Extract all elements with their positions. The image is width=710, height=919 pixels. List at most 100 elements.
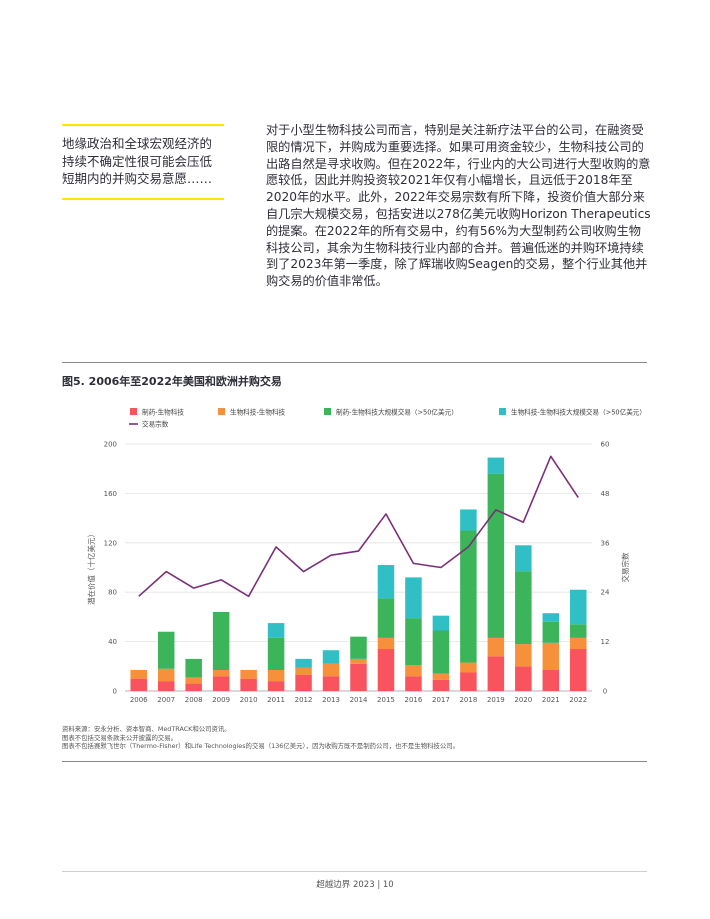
bar-2015-series-4 (377, 565, 395, 599)
y2-tick-label: 48 (601, 490, 610, 498)
bar-2021-series-3 (542, 621, 560, 643)
legend-swatch-1 (130, 408, 137, 415)
y2-tick-label: 12 (601, 638, 610, 646)
bar-2015-series-1 (377, 649, 395, 691)
legend-swatch-2 (218, 408, 225, 415)
sidebar-quote: 地缘政治和全球宏观经济的持续不确定性很可能会压低短期内的并购交易意愿…… (62, 136, 213, 186)
note-exclusion: 图表不包括赛默飞世尔（Thermo-Fisher）和Life Technolog… (62, 742, 460, 751)
bar-2021-series-2 (542, 642, 560, 671)
x-tick-label: 2019 (487, 696, 505, 704)
bar-2013-series-4 (322, 650, 340, 664)
bar-2018-series-3 (460, 530, 477, 663)
y2-axis-title: 交易宗数 (620, 552, 630, 582)
y2-tick-label: 60 (601, 441, 610, 449)
x-tick-label: 2022 (569, 696, 587, 704)
bar-2012-series-2 (295, 667, 312, 675)
figure-title: 图5. 2006年至2022年美国和欧洲并购交易 (62, 375, 282, 388)
bar-2007-series-2 (157, 668, 175, 682)
bar-2016-series-2 (405, 665, 422, 677)
bar-2008-series-3 (185, 658, 202, 678)
y-axis-title: 潜在价值（十亿美元） (86, 530, 96, 605)
figure-top-rule (62, 362, 647, 363)
y2-tick-label: 24 (601, 589, 610, 597)
bar-2010-series-2 (240, 670, 257, 679)
bar-2014-series-2 (350, 658, 367, 664)
bar-2015-series-2 (377, 637, 395, 650)
deal-count-line (138, 455, 579, 598)
bar-2018-series-1 (460, 672, 477, 691)
bar-2017-series-3 (432, 630, 450, 674)
legend-label-line: 交易宗数 (142, 420, 169, 429)
x-tick-label: 2006 (130, 696, 148, 704)
x-tick-label: 2013 (322, 696, 340, 704)
bar-2009-series-3 (212, 611, 230, 671)
x-tick-label: 2015 (377, 696, 395, 704)
legend-swatch-4 (499, 408, 506, 415)
bar-2017-series-2 (432, 673, 450, 680)
bar-2016-series-4 (405, 577, 422, 619)
bar-2016-series-3 (405, 618, 422, 666)
bar-2008-series-2 (185, 677, 202, 684)
note-undisclosed: 图表不包括交易条款未公开披露的交易。 (62, 733, 178, 742)
bar-2022-series-1 (570, 649, 587, 691)
bar-2022-series-4 (570, 589, 587, 625)
bar-2012-series-4 (295, 658, 312, 668)
figure-bottom-rule (62, 761, 647, 762)
x-tick-label: 2010 (240, 696, 258, 704)
bar-2020-series-2 (515, 644, 532, 667)
bar-2015-series-3 (377, 598, 395, 638)
sidebar-quote-box: 地缘政治和全球宏观经济的持续不确定性很可能会压低短期内的并购交易意愿…… (62, 124, 224, 200)
footer-rule (62, 871, 647, 872)
bar-2007-series-1 (157, 681, 175, 691)
y-tick-label: 80 (108, 589, 117, 597)
bar-2021-series-4 (542, 613, 560, 622)
bar-2020-series-3 (515, 571, 532, 645)
bar-2014-series-3 (350, 636, 367, 659)
bar-2006-series-2 (130, 670, 147, 679)
y2-tick-label: 0 (603, 688, 607, 696)
bar-2019-series-2 (487, 637, 505, 657)
bar-2007-series-3 (157, 631, 175, 669)
x-tick-label: 2008 (185, 696, 203, 704)
note-source: 资料来源：安永分析、资本智商、MedTRACK和公司资讯。 (62, 725, 231, 733)
bar-2019-series-3 (487, 473, 505, 638)
bar-2020-series-4 (515, 545, 532, 572)
ma-deals-chart: 制药-生物科技 生物科技-生物科技 制药-生物科技大规模交易（>50亿美元） 生物科技… (86, 408, 646, 705)
bar-2017-series-4 (432, 615, 450, 631)
y-tick-label: 0 (113, 688, 117, 696)
bar-2019-series-4 (487, 457, 505, 474)
x-tick-label: 2007 (157, 696, 175, 704)
bar-2008-series-1 (185, 683, 202, 691)
x-tick-label: 2017 (432, 696, 450, 704)
bar-2011-series-1 (267, 681, 285, 691)
x-tick-label: 2018 (459, 696, 477, 704)
bar-2009-series-1 (212, 676, 230, 691)
bar-2022-series-2 (570, 637, 587, 650)
y2-tick-label: 36 (601, 539, 610, 547)
bar-2014-series-1 (350, 663, 367, 691)
x-tick-label: 2009 (212, 696, 230, 704)
bar-2011-series-3 (267, 637, 285, 671)
bar-2018-series-2 (460, 662, 477, 673)
bar-2011-series-2 (267, 670, 285, 682)
x-tick-label: 2014 (350, 696, 368, 704)
y-tick-label: 40 (108, 638, 117, 646)
page-footer: 超越边界 2023 | 10 (316, 880, 394, 890)
body-paragraph: 对于小型生物科技公司而言，特别是关注新疗法平台的公司，在融资受限的情况下，并购成… (266, 123, 651, 289)
bar-2016-series-1 (405, 676, 422, 691)
bar-2011-series-4 (267, 623, 285, 638)
bar-2018-series-4 (460, 509, 477, 531)
legend-label-2: 生物科技-生物科技 (230, 408, 286, 417)
bar-2017-series-1 (432, 679, 450, 691)
legend-label-4: 生物科技-生物科技大规模交易（>50亿美元） (511, 408, 646, 417)
bar-2021-series-1 (542, 670, 560, 691)
legend-swatch-3 (324, 408, 331, 415)
bar-2013-series-1 (322, 676, 340, 691)
x-tick-label: 2021 (542, 696, 560, 704)
legend-label-1: 制药-生物科技 (142, 408, 184, 417)
legend-label-3: 制药-生物科技大规模交易（>50亿美元） (336, 408, 458, 417)
bar-2012-series-1 (295, 674, 312, 691)
bar-2009-series-2 (212, 670, 230, 677)
x-tick-label: 2011 (267, 696, 285, 704)
figure-notes: 资料来源：安永分析、资本智商、MedTRACK和公司资讯。 图表不包括交易条款未… (62, 725, 459, 751)
